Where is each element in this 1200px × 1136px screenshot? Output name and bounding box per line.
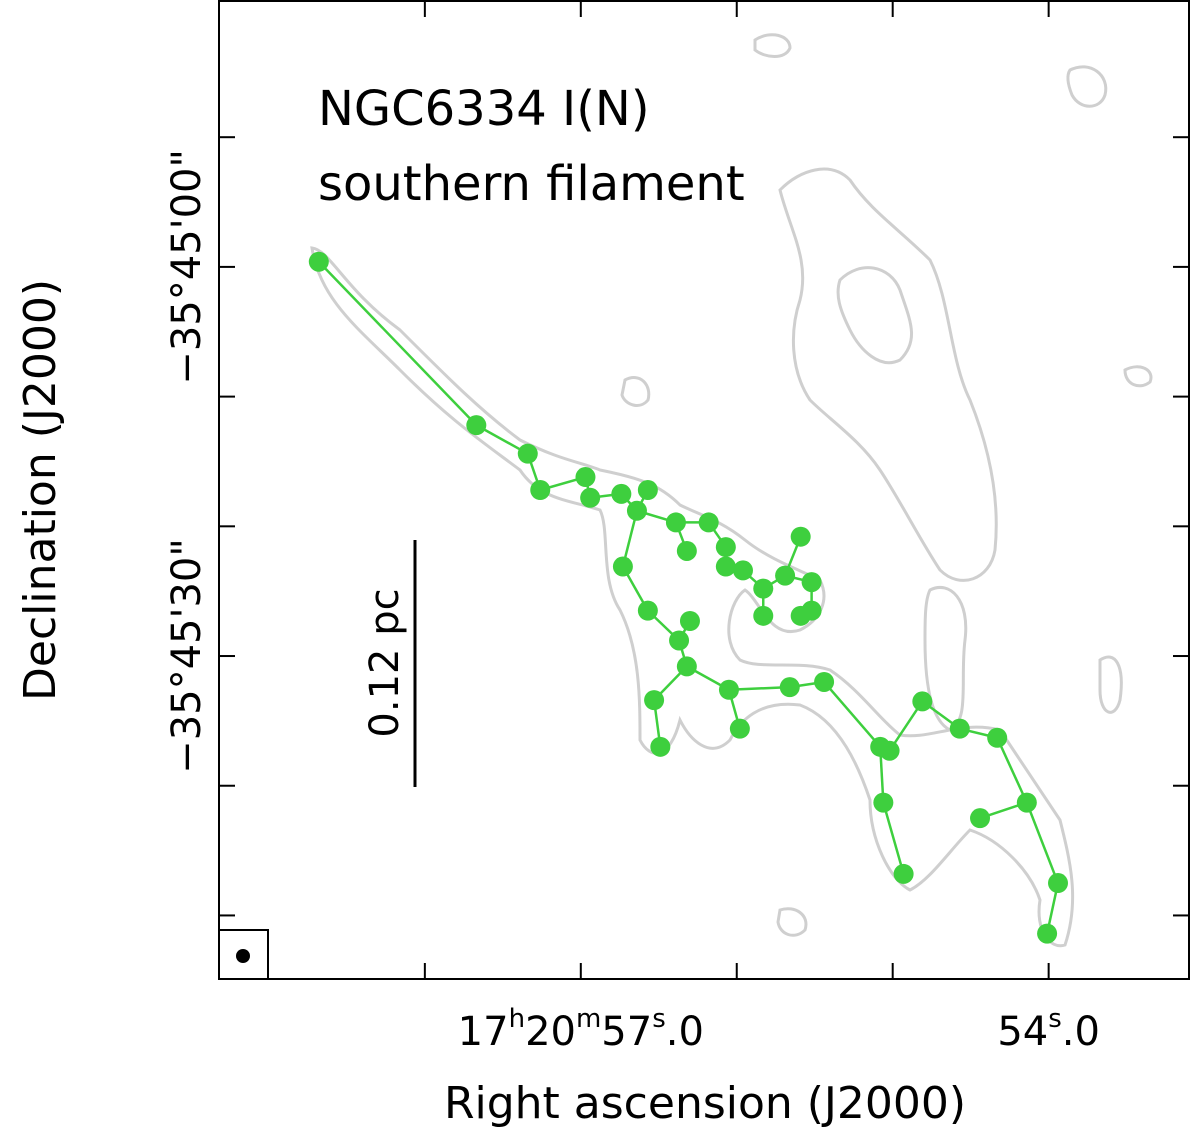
contour: [776, 907, 808, 937]
core: [517, 443, 538, 464]
core: [650, 736, 671, 757]
core: [814, 671, 835, 692]
core: [612, 556, 633, 577]
y-axis-title: Declination (J2000): [15, 279, 66, 701]
beam-box: [218, 929, 269, 980]
core: [753, 605, 774, 626]
core: [715, 537, 736, 558]
core: [732, 560, 753, 581]
core: [644, 690, 665, 711]
contour: [753, 33, 792, 58]
core: [790, 605, 811, 626]
core: [715, 556, 736, 577]
core: [676, 540, 697, 561]
tree-edge: [882, 802, 905, 875]
core: [801, 572, 822, 593]
core: [970, 808, 991, 829]
y-tick-label: −35°45'00": [164, 149, 210, 385]
contour: [1123, 365, 1153, 388]
core: [580, 487, 601, 508]
spanning-tree: [308, 251, 1069, 944]
core: [611, 483, 632, 504]
contour: [1066, 65, 1108, 108]
contour: [1098, 655, 1123, 714]
tree-edge: [728, 685, 790, 691]
tree-edge: [1025, 802, 1060, 884]
core: [669, 630, 690, 651]
core: [308, 251, 329, 272]
core: [949, 718, 970, 739]
core: [775, 565, 796, 586]
core: [912, 691, 933, 712]
core: [679, 611, 700, 632]
core: [779, 677, 800, 698]
contour: [310, 246, 1075, 948]
core: [637, 480, 658, 500]
tree-edge: [996, 737, 1028, 804]
tree-edge: [823, 681, 882, 748]
core: [873, 792, 894, 813]
core: [676, 656, 697, 677]
core: [575, 467, 596, 488]
core: [729, 718, 750, 739]
core: [718, 679, 739, 700]
contour: [778, 167, 998, 582]
core: [1037, 923, 1058, 944]
core: [879, 740, 900, 761]
core: [1016, 792, 1037, 813]
core: [665, 512, 686, 533]
core: [790, 526, 811, 547]
x-tick-label: 17h20m57s.0: [458, 1004, 704, 1055]
title-line: southern filament: [318, 156, 745, 212]
title-line: NGC6334 I(N): [318, 81, 650, 137]
core: [987, 727, 1008, 748]
scale-bar-label: 0.12 pc: [362, 588, 408, 737]
core: [637, 600, 658, 621]
x-axis-title: Right ascension (J2000): [444, 1078, 966, 1129]
contours: [310, 33, 1153, 948]
x-tick-label: 54s.0: [997, 1004, 1100, 1055]
tree-edge: [317, 260, 478, 427]
core: [698, 512, 719, 533]
plot-frame: [218, 0, 1190, 980]
beam: [236, 949, 250, 963]
core: [893, 863, 914, 884]
contour: [620, 376, 651, 407]
core: [753, 578, 774, 599]
y-tick-label: −35°45'30": [164, 538, 210, 774]
core: [1048, 873, 1069, 894]
core: [626, 500, 647, 521]
contour: [836, 266, 914, 365]
core: [530, 480, 551, 500]
core: [466, 415, 487, 436]
